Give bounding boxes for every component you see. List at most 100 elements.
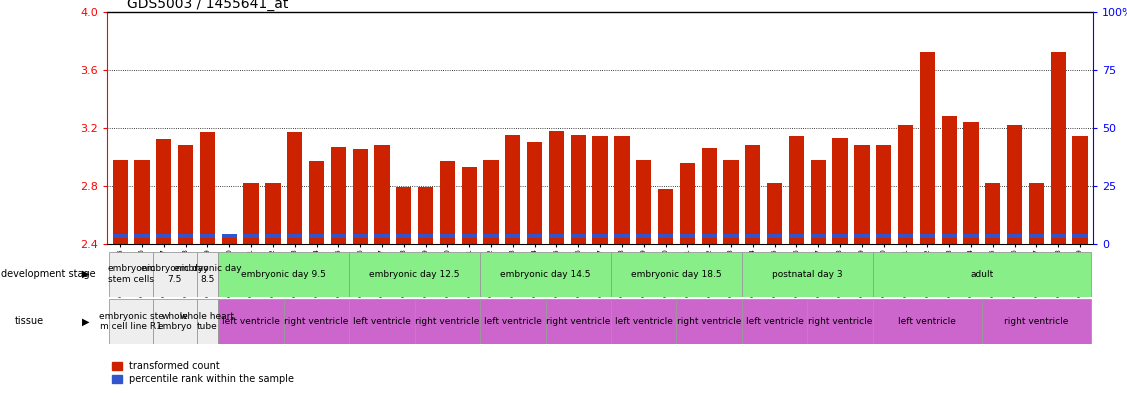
Bar [505, 234, 521, 238]
Bar [418, 187, 433, 244]
Text: embryonic ste
m cell line R1: embryonic ste m cell line R1 [99, 312, 163, 331]
Text: GDS5003 / 1455641_at: GDS5003 / 1455641_at [126, 0, 289, 11]
Bar [330, 234, 346, 238]
Text: right ventricle: right ventricle [677, 317, 742, 326]
Bar [745, 234, 761, 238]
Bar [113, 234, 127, 238]
Text: right ventricle: right ventricle [1004, 317, 1068, 326]
Bar [898, 234, 913, 238]
Text: embryonic
stem cells: embryonic stem cells [107, 264, 156, 284]
Bar [199, 234, 215, 238]
Bar [636, 234, 651, 238]
Bar [702, 148, 717, 244]
Bar [353, 149, 367, 244]
Bar [222, 235, 237, 244]
Bar [483, 234, 498, 238]
Bar [982, 299, 1091, 344]
Text: right ventricle: right ventricle [284, 317, 348, 326]
Bar [462, 234, 477, 238]
Bar [724, 234, 738, 238]
Bar [222, 234, 237, 238]
Text: tissue: tissue [15, 316, 44, 326]
Bar [1050, 52, 1066, 244]
Bar [157, 234, 171, 238]
Bar [243, 183, 259, 244]
Bar [196, 252, 219, 297]
Bar [157, 140, 171, 244]
Bar [219, 252, 349, 297]
Bar [330, 147, 346, 244]
Bar [767, 183, 782, 244]
Bar [658, 189, 673, 244]
Bar [570, 234, 586, 238]
Bar [898, 125, 913, 244]
Bar [810, 160, 826, 244]
Bar [833, 234, 848, 238]
Text: right ventricle: right ventricle [547, 317, 611, 326]
Bar [374, 234, 390, 238]
Text: embryonic day
7.5: embryonic day 7.5 [141, 264, 208, 284]
Bar [440, 234, 455, 238]
Bar [480, 299, 545, 344]
Bar [109, 299, 153, 344]
Bar [527, 234, 542, 238]
Bar [1008, 125, 1022, 244]
Bar [1029, 234, 1044, 238]
Bar [349, 252, 480, 297]
Bar [309, 234, 325, 238]
Bar [570, 135, 586, 244]
Bar [833, 138, 848, 244]
Bar [219, 299, 284, 344]
Bar [243, 234, 259, 238]
Text: embryonic day
8.5: embryonic day 8.5 [174, 264, 241, 284]
Bar [527, 142, 542, 244]
Text: ▶: ▶ [82, 269, 90, 279]
Bar [593, 136, 607, 244]
Text: whole
embryo: whole embryo [158, 312, 192, 331]
Bar [658, 234, 673, 238]
Text: left ventricle: left ventricle [898, 317, 957, 326]
Text: embryonic day 9.5: embryonic day 9.5 [241, 270, 326, 279]
Text: postnatal day 3: postnatal day 3 [772, 270, 843, 279]
Bar [109, 252, 153, 297]
Bar [549, 130, 565, 244]
Bar [964, 122, 978, 244]
Bar [153, 299, 196, 344]
Bar [396, 234, 411, 238]
Bar [614, 136, 630, 244]
Bar [153, 252, 196, 297]
Bar [374, 145, 390, 244]
Bar [676, 299, 742, 344]
Bar [789, 234, 805, 238]
Bar [396, 187, 411, 244]
Bar [636, 160, 651, 244]
Bar [287, 234, 302, 238]
Bar [353, 234, 367, 238]
Bar [614, 234, 630, 238]
Bar [680, 163, 695, 244]
Bar [611, 252, 742, 297]
Bar [854, 234, 870, 238]
Bar [872, 299, 982, 344]
Bar [872, 252, 1091, 297]
Text: left ventricle: left ventricle [615, 317, 673, 326]
Bar [265, 183, 281, 244]
Bar [680, 234, 695, 238]
Text: left ventricle: left ventricle [483, 317, 542, 326]
Bar [545, 299, 611, 344]
Bar [985, 234, 1001, 238]
Bar [113, 160, 127, 244]
Bar [134, 234, 150, 238]
Bar [199, 132, 215, 244]
Bar [611, 299, 676, 344]
Bar [309, 161, 325, 244]
Text: right ventricle: right ventricle [808, 317, 872, 326]
Bar [265, 234, 281, 238]
Bar [418, 234, 433, 238]
Bar [1073, 136, 1088, 244]
Bar [745, 145, 761, 244]
Bar [1073, 234, 1088, 238]
Bar [742, 299, 807, 344]
Bar [593, 234, 607, 238]
Bar [196, 299, 219, 344]
